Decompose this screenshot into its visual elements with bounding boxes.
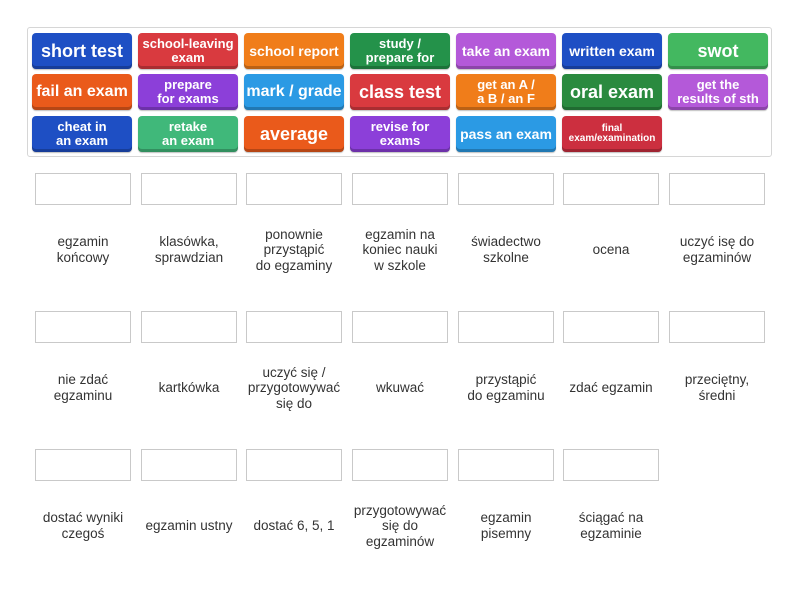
answer-slot[interactable] xyxy=(458,449,554,481)
definition-text: nie zdać egzaminu xyxy=(53,372,113,403)
definition-text: uczyć się / przygotowywać się do xyxy=(247,364,341,411)
definition-text: ponownie przystąpić do egzaminy xyxy=(255,226,333,273)
definition-text: przygotowywać się do egzaminów xyxy=(353,502,447,549)
answer-slot[interactable] xyxy=(141,311,237,343)
definition-text: egzamin ustny xyxy=(145,518,233,534)
answer-slot[interactable] xyxy=(246,449,342,481)
tile-retake-an-exam[interactable]: retake an exam xyxy=(138,116,238,152)
tile-take-an-exam[interactable]: take an exam xyxy=(456,33,556,69)
definition-text: kartkówka xyxy=(158,380,220,396)
answer-slot[interactable] xyxy=(141,173,237,205)
definition-text: świadectwo szkolne xyxy=(471,234,541,265)
answer-slot[interactable] xyxy=(669,311,765,343)
answer-slot[interactable] xyxy=(352,449,448,481)
tile-mark-grade[interactable]: mark / grade xyxy=(244,74,344,110)
answer-slot[interactable] xyxy=(563,449,659,481)
tile-study-prepare-for[interactable]: study / prepare for xyxy=(350,33,450,69)
answer-slot[interactable] xyxy=(669,173,765,205)
tile-fail-an-exam[interactable]: fail an exam xyxy=(32,74,132,110)
tile-written-exam[interactable]: written exam xyxy=(562,33,662,69)
tile-revise-for-exams[interactable]: revise for exams xyxy=(350,116,450,152)
tile-prepare-for-exams[interactable]: prepare for exams xyxy=(138,74,238,110)
tile-pass-an-exam[interactable]: pass an exam xyxy=(456,116,556,152)
tile-swot[interactable]: swot xyxy=(668,33,768,69)
definition-text: egzamin na koniec nauki w szkole xyxy=(362,226,438,273)
definition-text: egzamin końcowy xyxy=(56,234,110,265)
definition-text: dostać 6, 5, 1 xyxy=(253,518,335,534)
tile-final-exam[interactable]: final exam/examination xyxy=(562,116,662,152)
tile-class-test[interactable]: class test xyxy=(350,74,450,110)
definition-text: egzamin pisemny xyxy=(480,510,532,541)
answer-slot[interactable] xyxy=(563,173,659,205)
definition-text: dostać wyniki czegoś xyxy=(42,510,124,541)
answer-slot[interactable] xyxy=(141,449,237,481)
tile-get-an-a-b-f[interactable]: get an A / a B / an F xyxy=(456,74,556,110)
definition-text: ściągać na egzaminie xyxy=(578,510,644,541)
tile-school-report[interactable]: school report xyxy=(244,33,344,69)
answer-slot[interactable] xyxy=(563,311,659,343)
answer-slot[interactable] xyxy=(246,173,342,205)
answer-slot[interactable] xyxy=(352,311,448,343)
tile-get-the-results[interactable]: get the results of sth xyxy=(668,74,768,110)
answer-slot[interactable] xyxy=(458,311,554,343)
tile-cheat-in-an-exam[interactable]: cheat in an exam xyxy=(32,116,132,152)
answer-slot[interactable] xyxy=(35,173,131,205)
definition-text: zdać egzamin xyxy=(569,380,653,396)
definition-text: ocena xyxy=(592,242,630,258)
definition-text: przeciętny, średni xyxy=(684,372,750,403)
tile-average[interactable]: average xyxy=(244,116,344,152)
answer-slot[interactable] xyxy=(246,311,342,343)
tile-oral-exam[interactable]: oral exam xyxy=(562,74,662,110)
tile-short-test[interactable]: short test xyxy=(32,33,132,69)
definition-text: klasówka, sprawdzian xyxy=(154,234,224,265)
answer-slot[interactable] xyxy=(35,449,131,481)
definition-text: wkuwać xyxy=(375,380,424,396)
answer-slot[interactable] xyxy=(35,311,131,343)
definition-text: uczyć isę do egzaminów xyxy=(679,234,755,265)
answer-slot[interactable] xyxy=(458,173,554,205)
answer-slot[interactable] xyxy=(352,173,448,205)
definition-text: przystąpić do egzaminu xyxy=(467,372,545,403)
tile-school-leaving-exam[interactable]: school-leaving exam xyxy=(138,33,238,69)
